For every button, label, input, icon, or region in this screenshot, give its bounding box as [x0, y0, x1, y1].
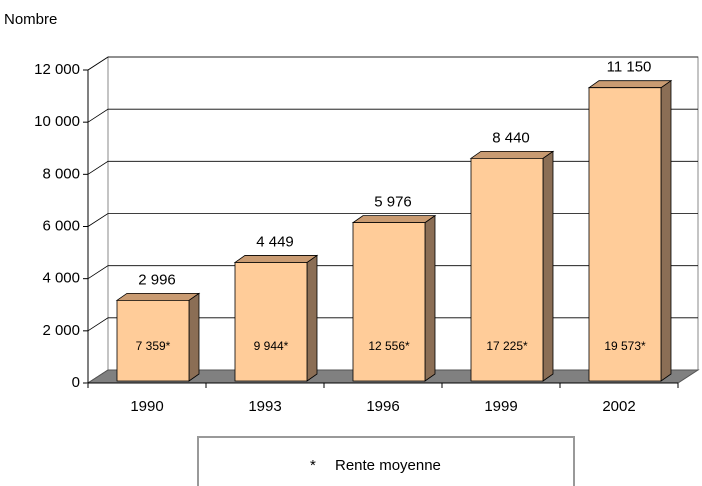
bar — [115, 292, 201, 382]
bar-front — [352, 222, 426, 382]
x-tick-label: 2002 — [602, 398, 635, 415]
grid-line — [87, 108, 698, 123]
bar-front — [116, 299, 190, 382]
rente-label: 9 944* — [254, 339, 289, 353]
bar-front — [470, 157, 544, 382]
rente-label: 7 359* — [136, 339, 171, 353]
bar-side — [424, 214, 436, 382]
legend-symbol: * — [310, 457, 316, 474]
bar — [233, 254, 319, 382]
x-tick-label: 1990 — [130, 398, 163, 415]
y-tick-label: 12 000 — [34, 61, 80, 78]
bar-top — [233, 255, 319, 263]
bar-top — [115, 292, 201, 301]
legend-label: Rente moyenne — [335, 457, 441, 474]
rente-label: 12 556* — [368, 339, 410, 353]
x-tick-label: 1999 — [484, 398, 517, 415]
bar — [587, 79, 673, 382]
bar-top — [351, 215, 437, 224]
x-tick-label: 1996 — [366, 398, 399, 415]
grid-line — [87, 56, 698, 71]
bar-side — [306, 254, 318, 382]
value-label: 4 449 — [256, 233, 294, 250]
value-label: 8 440 — [492, 129, 530, 146]
bar — [351, 214, 437, 382]
y-tick-label: 0 — [72, 374, 80, 391]
y-tick-label: 8 000 — [42, 165, 80, 182]
value-label: 11 150 — [607, 59, 652, 76]
bar-front — [588, 87, 662, 382]
bar-front — [234, 262, 308, 382]
bar-top — [469, 150, 555, 159]
value-label: 5 976 — [374, 194, 412, 211]
bar-side — [660, 79, 672, 382]
bar-side — [542, 150, 554, 382]
rente-label: 17 225* — [486, 339, 528, 353]
y-tick-label: 4 000 — [42, 270, 80, 287]
rente-label: 19 573* — [604, 339, 646, 353]
value-label: 2 996 — [138, 271, 176, 288]
legend-box — [197, 436, 575, 486]
x-tick-label: 1993 — [248, 398, 281, 415]
y-axis-label: Nombre — [4, 11, 57, 28]
bar — [469, 150, 555, 382]
y-tick-label: 10 000 — [34, 113, 80, 130]
bar-side — [188, 292, 200, 382]
y-tick-label: 2 000 — [42, 322, 80, 339]
y-tick-label: 6 000 — [42, 217, 80, 234]
bar-top — [587, 80, 673, 89]
